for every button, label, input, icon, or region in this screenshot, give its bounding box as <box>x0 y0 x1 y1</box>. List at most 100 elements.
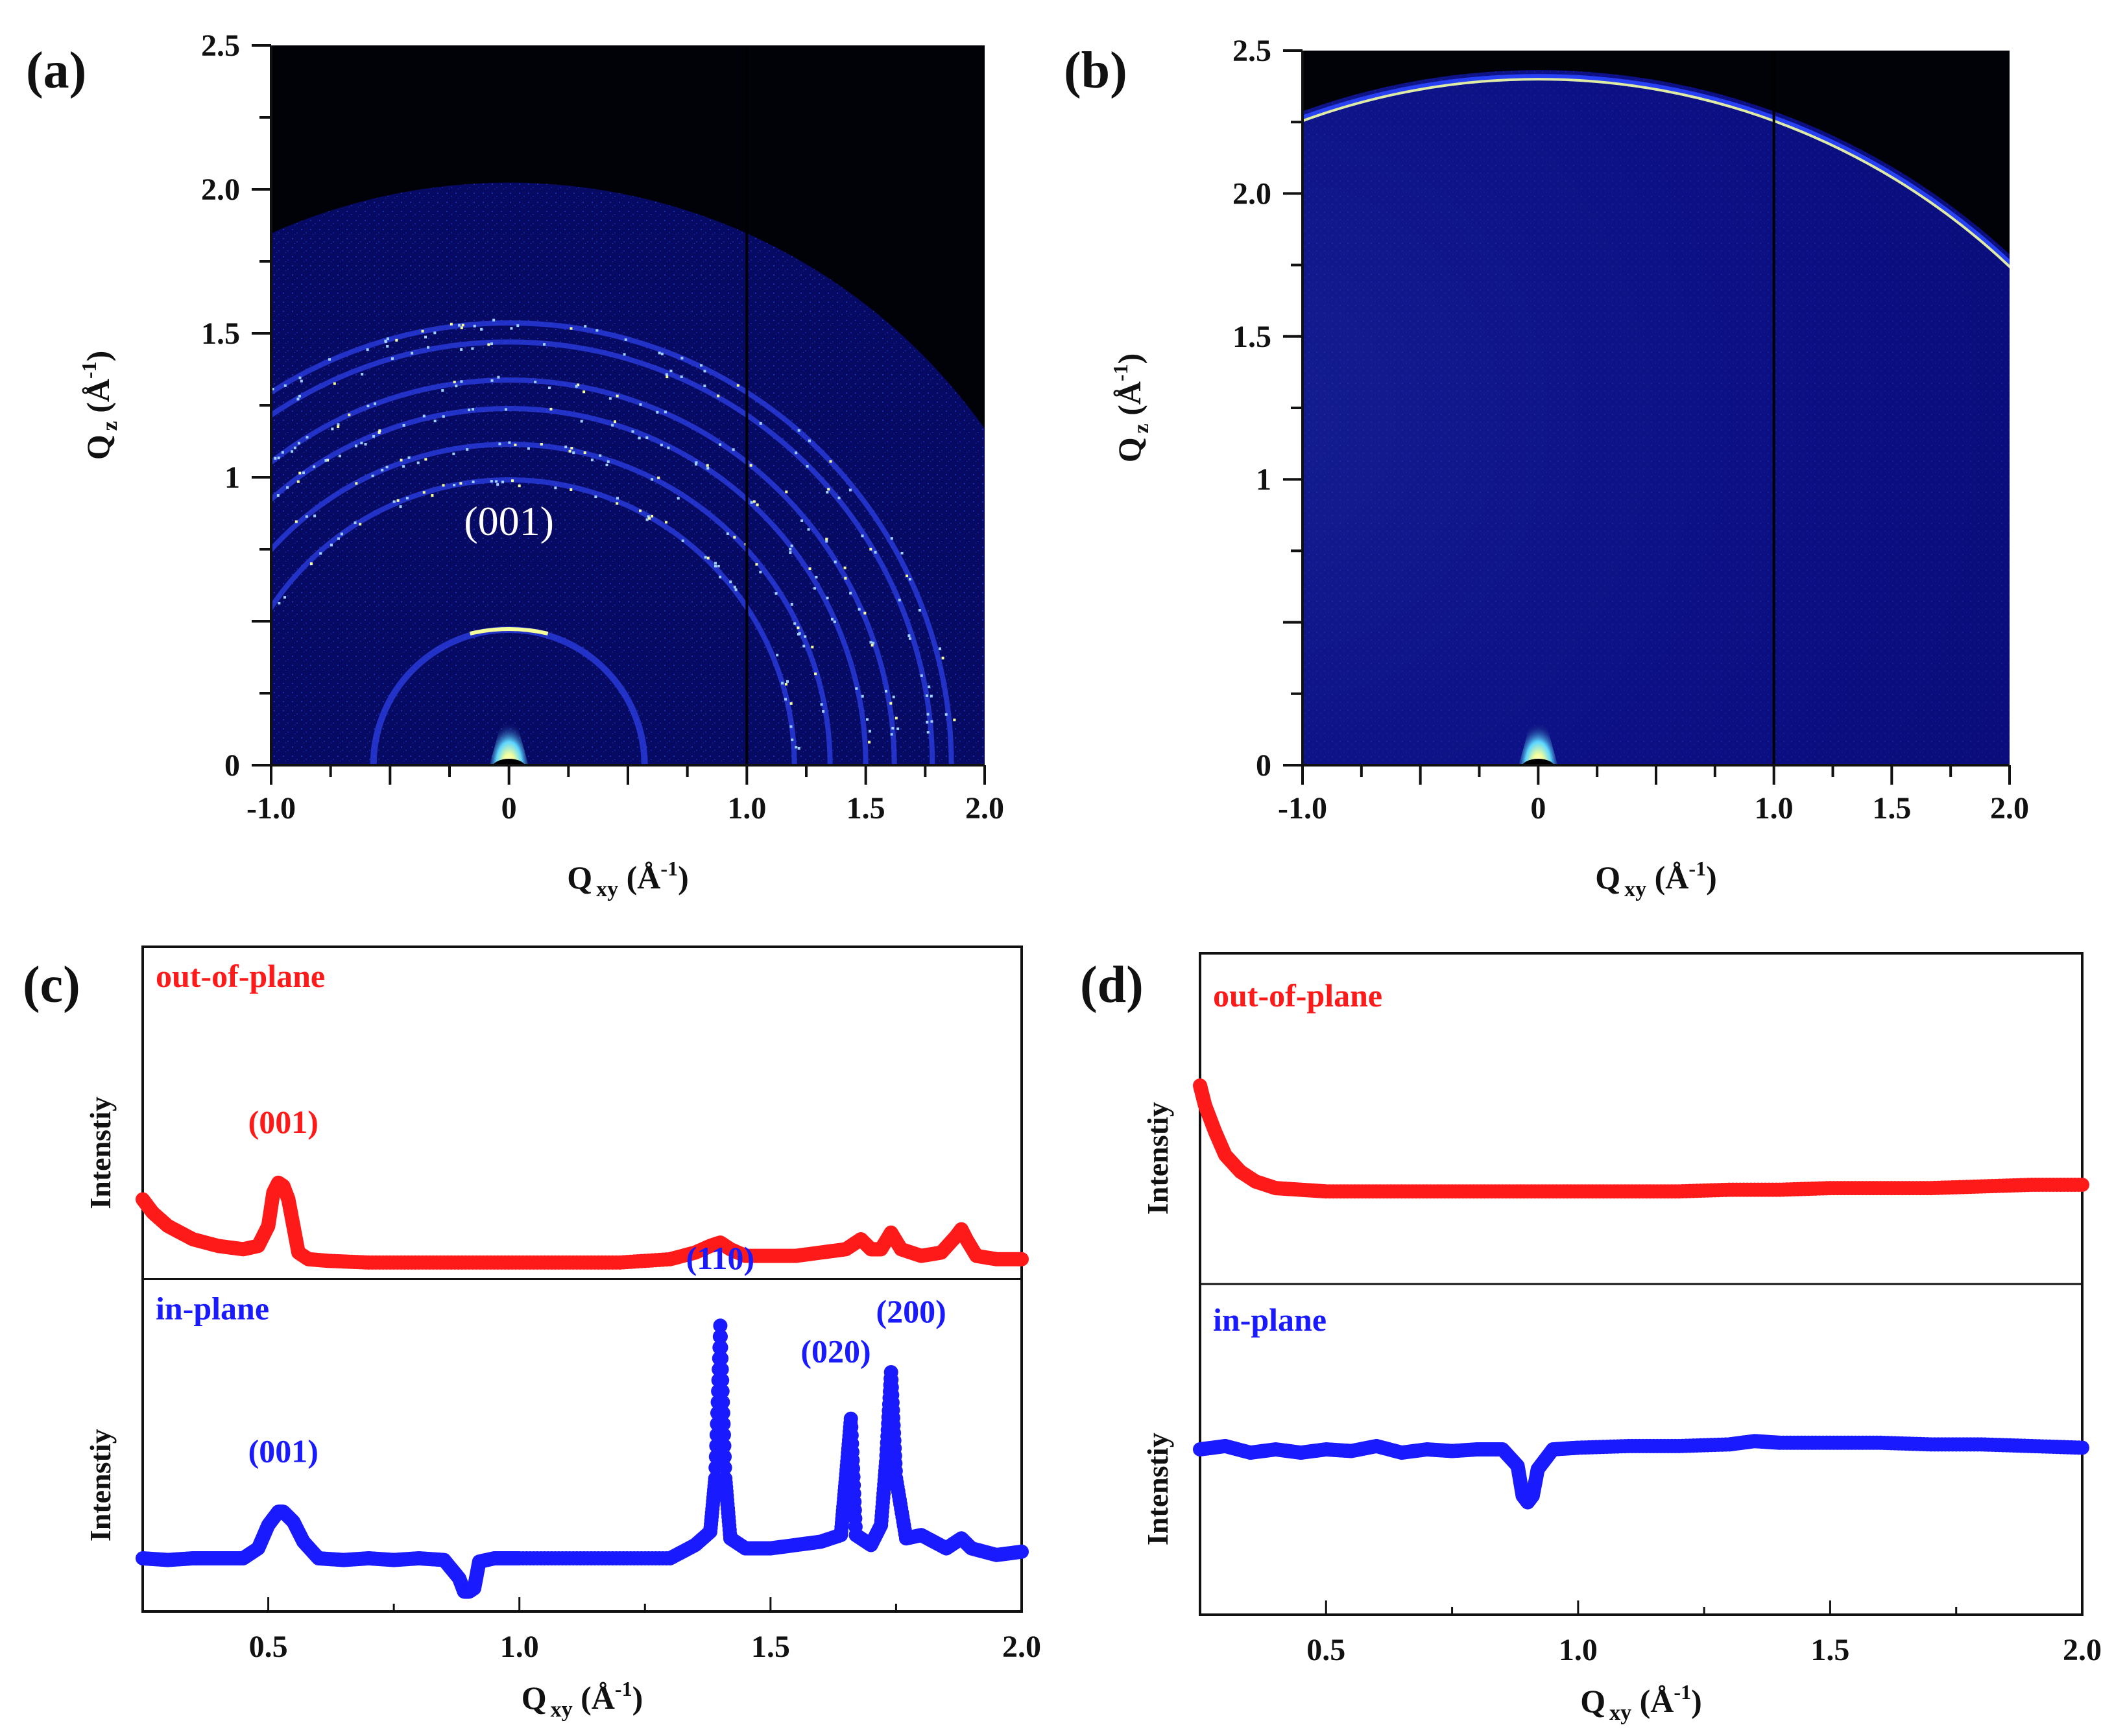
speckle <box>258 571 260 573</box>
speckle <box>159 495 162 497</box>
speckle <box>577 383 580 386</box>
speckle <box>283 596 286 599</box>
panel-d: out-of-plane Intenstiy in-plane Intenstiy 0.… <box>1080 952 2102 1725</box>
speckle <box>396 499 400 502</box>
speckle <box>157 523 160 525</box>
y-axis-label: Intenstiy <box>84 1429 117 1541</box>
speckle <box>224 451 226 453</box>
speckle <box>789 547 792 551</box>
speckle <box>706 467 710 470</box>
speckle <box>213 560 216 563</box>
speckle <box>442 484 445 487</box>
data-marker <box>2075 1178 2089 1192</box>
speckle <box>286 486 289 489</box>
speckle <box>905 575 908 578</box>
speckle <box>249 576 252 578</box>
speckle <box>424 335 427 339</box>
speckle <box>392 500 396 503</box>
x-label-sub: xy <box>1609 1701 1631 1725</box>
speckle <box>139 674 141 676</box>
y-axis-label: Qz (Å-1) <box>1109 353 1153 463</box>
speckle <box>206 582 208 584</box>
data-marker <box>715 1395 730 1410</box>
speckle <box>516 324 520 327</box>
speckle <box>806 465 809 468</box>
data-marker <box>1015 1544 1029 1559</box>
speckle <box>759 422 762 425</box>
speckle <box>584 325 587 328</box>
speckle <box>203 657 206 660</box>
panel-c: out-of-plane Intenstiy (001) in-plane Intens… <box>23 945 1041 1722</box>
speckle <box>328 358 331 361</box>
speckle <box>616 497 619 500</box>
speckle <box>680 375 683 378</box>
speckle <box>826 491 829 494</box>
speckle <box>193 739 195 742</box>
speckle <box>549 407 553 410</box>
speckle <box>305 515 308 518</box>
speckle <box>508 441 511 444</box>
y-axis-label: Intenstiy <box>1141 1433 1174 1545</box>
speckle <box>492 318 496 322</box>
speckle <box>594 495 597 499</box>
speckle <box>664 410 667 414</box>
speckle <box>427 346 430 349</box>
speckle <box>797 746 800 750</box>
speckle <box>466 448 469 451</box>
x-tick-label: 1.5 <box>1810 1633 1849 1667</box>
speckle <box>614 420 617 423</box>
speckle <box>755 563 758 566</box>
speckle <box>784 698 787 701</box>
speckle <box>99 594 101 597</box>
speckle <box>211 636 214 638</box>
x-tick-label: 1.0 <box>1559 1633 1598 1667</box>
speckle <box>348 413 351 416</box>
data-marker <box>715 1405 730 1420</box>
speckle <box>163 677 165 680</box>
speckle <box>813 587 816 590</box>
speckle <box>340 532 343 536</box>
speckle <box>889 702 893 705</box>
speckle <box>151 498 154 501</box>
speckle <box>167 482 169 485</box>
speckle <box>253 647 256 650</box>
x-tick-label: 2.0 <box>1002 1630 1041 1664</box>
speckle <box>908 578 911 581</box>
speckle <box>214 573 217 575</box>
speckle <box>200 475 203 477</box>
speckle <box>669 370 673 373</box>
speckle <box>162 691 164 694</box>
speckle <box>611 423 614 427</box>
speckle <box>849 591 852 595</box>
speckle <box>291 450 294 453</box>
speckle <box>843 566 847 569</box>
speckle <box>245 665 248 667</box>
speckle <box>898 599 901 602</box>
speckle <box>91 714 94 717</box>
speckle <box>313 465 316 468</box>
y-label-main: Q <box>80 434 116 460</box>
speckle <box>756 503 759 506</box>
speckle <box>163 677 165 680</box>
speckle <box>797 632 800 636</box>
speckle <box>221 628 224 631</box>
x-label-close: ) <box>1706 859 1717 896</box>
speckle <box>645 436 649 439</box>
speckle <box>255 567 258 569</box>
speckle <box>666 375 669 379</box>
speckle <box>278 602 281 605</box>
speckle <box>390 357 394 361</box>
speckle <box>795 746 798 749</box>
y-label-unit: (Å <box>80 379 116 421</box>
x-label-unit: (Å <box>618 859 660 896</box>
speckle <box>141 647 143 649</box>
speckle <box>331 427 334 431</box>
speckle <box>354 521 357 525</box>
speckle <box>220 620 222 623</box>
data-marker <box>2075 1440 2089 1455</box>
speckle <box>134 670 136 672</box>
x-tick-label: 2.0 <box>2063 1633 2102 1667</box>
speckle <box>575 385 578 388</box>
speckle <box>249 405 252 407</box>
speckle <box>726 532 729 536</box>
